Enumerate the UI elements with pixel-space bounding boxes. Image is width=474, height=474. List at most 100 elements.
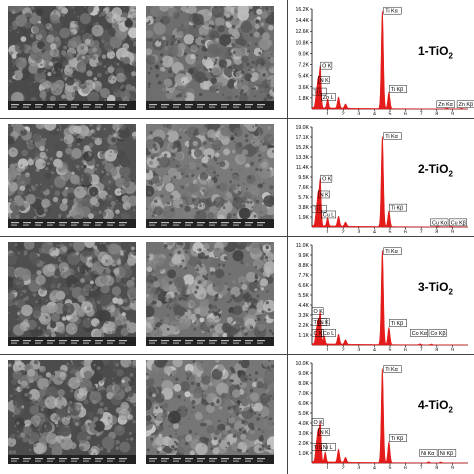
y-tick-label: 5.0K — [298, 411, 309, 417]
x-tick-label: 4 — [373, 348, 376, 352]
spectrum-area — [311, 10, 469, 110]
y-tick-label: 1.8K — [298, 96, 309, 102]
edx-spectrum-3: 1.1K 2.2K 3.3K 4.4K 5.5K 6.6K 7.7K 8.8K 9.9K 11.0… — [290, 239, 474, 351]
peak-label: C K — [311, 329, 324, 337]
peak-label: Ni Kβ — [438, 449, 457, 457]
x-tick-label: 9 — [451, 466, 454, 470]
svg-text:Co Kα: Co Kα — [412, 331, 427, 337]
x-tick-label: 8 — [435, 230, 438, 234]
svg-text:Ni Kβ: Ni Kβ — [440, 451, 453, 457]
x-tick-label: 8 — [435, 112, 438, 116]
y-tick-label: 7.6K — [298, 185, 309, 191]
peak-label: Ti L — [311, 204, 327, 213]
svg-text:Zn Kβ: Zn Kβ — [459, 102, 474, 108]
y-tick-label: 4.4K — [298, 303, 309, 309]
y-tick-label: 5.4K — [298, 74, 309, 80]
y-tick-label: 9.5K — [298, 175, 309, 181]
y-tick-label: 7.7K — [298, 273, 309, 279]
peak-label: Cu L — [321, 210, 336, 218]
x-tick-label: 1 — [326, 348, 329, 352]
y-tick-label: 3.6K — [298, 85, 309, 91]
peak-label: Ti Kβ — [388, 319, 407, 327]
x-tick-label: 6 — [404, 466, 407, 470]
svg-text:Ni Kα: Ni Kα — [421, 451, 434, 457]
x-tick-label: 3 — [357, 230, 360, 234]
peak-label: Ti Kβ — [388, 434, 407, 442]
x-tick-label: 5 — [389, 230, 392, 234]
svg-text:Ti Kα: Ti Kα — [385, 134, 398, 140]
y-tick-label: 1.1K — [298, 333, 309, 339]
x-tick-label: 5 — [389, 348, 392, 352]
x-tick-label: 5 — [389, 466, 392, 470]
svg-text:Ti Kβ: Ti Kβ — [391, 206, 403, 212]
row-divider-3 — [0, 354, 474, 355]
peak-label: O K — [311, 418, 324, 426]
svg-text:N K: N K — [320, 320, 329, 326]
svg-text:N K: N K — [320, 78, 329, 84]
svg-text:Ti L: Ti L — [314, 445, 323, 451]
peak-label: N K — [318, 76, 330, 84]
sample-label-text: 3-TiO — [418, 280, 449, 294]
peak-label: Zn Kα — [436, 100, 455, 108]
sample-label-subscript: 2 — [448, 51, 453, 61]
svg-text:Ti L: Ti L — [314, 90, 323, 96]
peak-label: Ti L — [311, 318, 327, 326]
sample-row-4: 1.0K 2.0K 3.0K 4.0K 5.0K 6.0K 7.0K 8.0K 9.0K 10.0… — [0, 354, 474, 472]
peak-label: Ti Kα — [383, 132, 402, 140]
x-tick-label: 5 — [389, 112, 392, 116]
sem-image-low-mag — [8, 360, 136, 464]
x-tick-label: 1 — [326, 230, 329, 234]
y-tick-label: 11.4K — [296, 165, 310, 171]
sample-label-text: 2-TiO — [418, 162, 449, 176]
y-tick-label: 9.9K — [298, 253, 309, 259]
sample-label-subscript: 2 — [448, 287, 453, 297]
column-divider — [287, 0, 288, 474]
y-tick-label: 16.2K — [295, 7, 309, 13]
svg-text:O K: O K — [314, 420, 324, 426]
svg-text:Ni L: Ni L — [323, 445, 333, 451]
y-tick-label: 5.7K — [298, 195, 309, 201]
svg-text:Ti Kα: Ti Kα — [385, 9, 398, 15]
sem-image-high-mag — [146, 242, 274, 346]
y-tick-label: 6.6K — [298, 283, 309, 289]
x-tick-label: 4 — [373, 112, 376, 116]
x-tick-label: 3 — [357, 466, 360, 470]
svg-text:Ti L: Ti L — [314, 207, 323, 213]
sample-label-text: 4-TiO — [418, 398, 449, 412]
peak-label: Ti Kα — [383, 6, 402, 15]
x-tick-label: 2 — [342, 348, 345, 352]
y-tick-label: 7.2K — [298, 63, 309, 69]
x-tick-label: 9 — [451, 230, 454, 234]
peak-label: Ti L — [311, 443, 327, 451]
svg-text:Ti Kβ: Ti Kβ — [391, 321, 403, 327]
sem-image-high-mag — [146, 360, 274, 464]
peak-label: Co L — [321, 329, 336, 337]
x-tick-label: 2 — [342, 230, 345, 234]
x-tick-label: 7 — [420, 230, 423, 234]
y-tick-label: 5.5K — [298, 293, 309, 299]
y-tick-label: 2.0K — [298, 441, 309, 447]
svg-text:Zn L: Zn L — [323, 95, 334, 101]
peak-label: Zn L — [321, 93, 336, 101]
peak-label: Ti Kα — [383, 365, 402, 373]
x-tick-label: 2 — [342, 112, 345, 116]
y-tick-label: 6.0K — [298, 401, 309, 407]
y-tick-label: 9.0K — [298, 371, 309, 377]
svg-text:Cu Kβ: Cu Kβ — [451, 220, 466, 226]
svg-text:C K: C K — [314, 331, 323, 337]
spectrum-area — [311, 249, 469, 346]
sample-label-text: 1-TiO — [418, 44, 449, 58]
peak-label: Co Kα — [410, 329, 429, 337]
y-tick-label: 13.3K — [295, 155, 309, 161]
x-tick-label: 1 — [326, 466, 329, 470]
y-tick-label: 17.1K — [295, 135, 309, 141]
sem-image-low-mag — [8, 6, 136, 110]
y-tick-label: 15.2K — [295, 145, 309, 151]
x-tick-label: 3 — [357, 112, 360, 116]
peak-label: Zn Kβ — [456, 100, 474, 108]
sem-image-high-mag — [146, 6, 274, 110]
x-tick-label: 6 — [404, 348, 407, 352]
x-tick-label: 9 — [451, 348, 454, 352]
svg-text:O K: O K — [314, 309, 324, 315]
